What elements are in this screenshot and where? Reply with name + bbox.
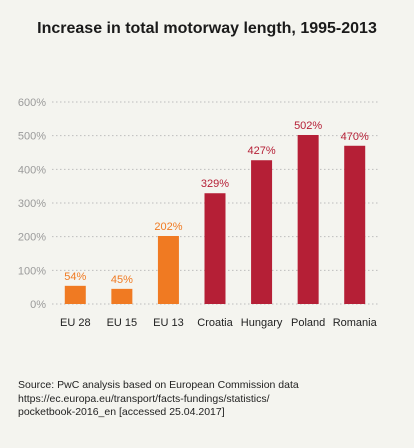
bar: [344, 145, 366, 304]
data-label: 427%: [248, 145, 276, 157]
data-label: 502%: [294, 120, 322, 132]
y-tick-label: 0%: [30, 299, 46, 311]
x-tick-label: Hungary: [241, 317, 283, 329]
data-label: 202%: [154, 221, 182, 233]
y-tick-label: 500%: [18, 131, 46, 143]
source-line-1: Source: PwC analysis based on European C…: [18, 379, 299, 391]
bar: [64, 285, 86, 304]
bar: [157, 235, 179, 304]
bar-chart: 0% 100% 200% 300% 400% 500% 600% 54% EU 28 45% EU …: [18, 97, 378, 329]
y-tick-label: 400%: [18, 164, 46, 176]
y-tick-label: 100%: [18, 265, 46, 277]
data-label: 329%: [201, 178, 229, 190]
x-tick-label: EU 28: [60, 317, 91, 329]
y-tick-label: 600%: [18, 97, 46, 109]
x-tick-label: Poland: [291, 317, 325, 329]
chart-title: Increase in total motorway length, 1995-…: [37, 20, 377, 37]
bar: [111, 288, 133, 304]
bar: [297, 134, 319, 304]
x-tick-label: EU 15: [107, 317, 138, 329]
source-note: Source: PwC analysis based on European C…: [18, 379, 408, 420]
data-label: 470%: [341, 131, 369, 143]
source-url-line-3: pocketbook-2016_en [accessed 25.04.2017]: [18, 406, 225, 418]
x-tick-label: Croatia: [197, 317, 233, 329]
source-url-line-2[interactable]: https://ec.europa.eu/transport/facts-fun…: [18, 392, 270, 405]
data-label: 45%: [111, 274, 133, 286]
data-label: 54%: [64, 271, 86, 283]
bar: [251, 160, 273, 304]
x-tick-label: EU 13: [153, 317, 184, 329]
y-tick-label: 300%: [18, 198, 46, 210]
x-tick-label: Romania: [333, 317, 378, 329]
y-tick-label: 200%: [18, 232, 46, 244]
bar: [204, 193, 226, 304]
